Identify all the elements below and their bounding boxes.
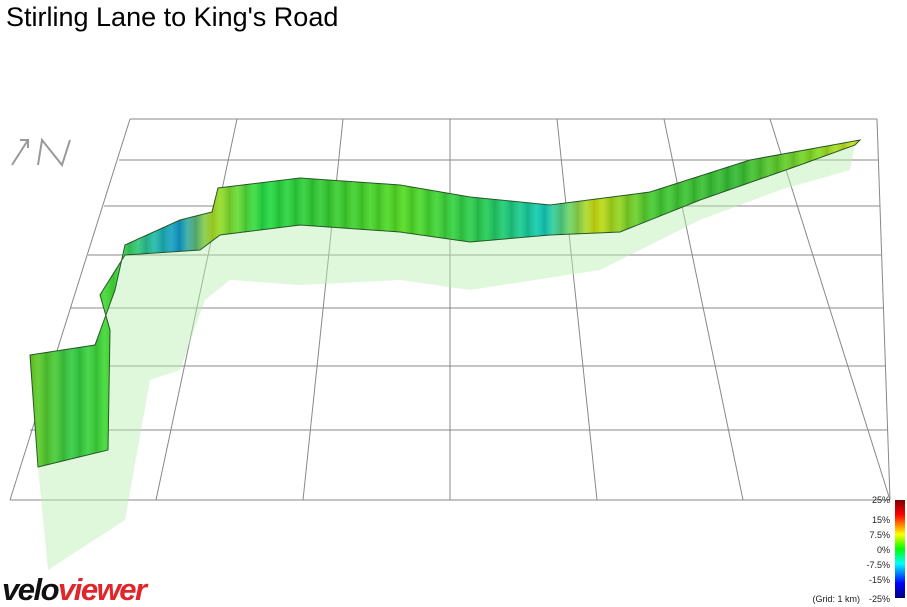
logo-first: velo <box>2 572 59 607</box>
legend-label: 0% <box>877 545 890 555</box>
legend-label: -25% <box>869 594 890 604</box>
compass <box>11 137 71 168</box>
logo-second: viewer <box>58 572 149 607</box>
legend-label: -15% <box>869 575 890 585</box>
ribbon-stripes <box>30 140 860 467</box>
ribbon-shadow <box>38 145 855 570</box>
title: Stirling Lane to King's Road <box>6 2 339 32</box>
legend-label: -7.5% <box>866 560 890 570</box>
logo: veloviewer <box>2 572 149 607</box>
grid-note: (Grid: 1 km) <box>812 594 860 604</box>
legend-colorbar <box>895 500 905 598</box>
legend-label: 7.5% <box>869 530 890 540</box>
legend-label: 25% <box>872 495 890 505</box>
legend-label: 15% <box>872 515 890 525</box>
